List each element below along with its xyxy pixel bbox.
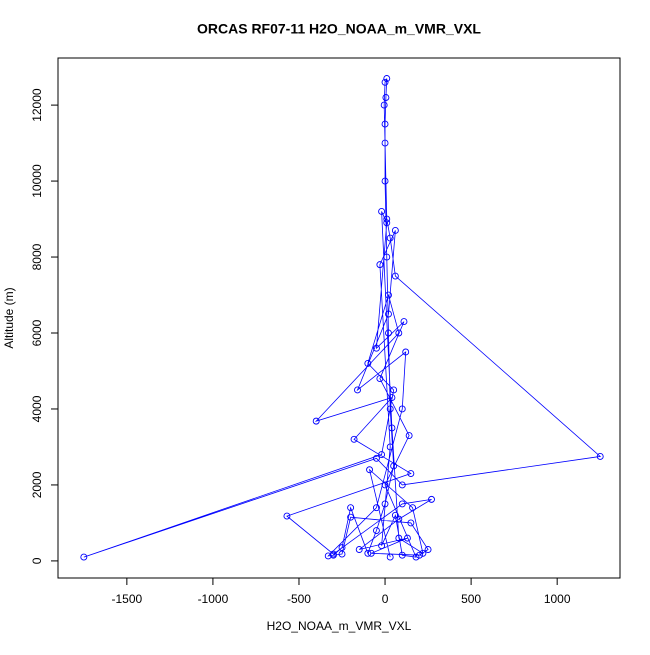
data-point (395, 329, 403, 337)
data-point (347, 504, 355, 512)
data-point (381, 139, 389, 147)
data-point (385, 310, 392, 318)
data-point (386, 553, 394, 561)
data-point (347, 513, 355, 521)
y-tick-label: 12000 (30, 88, 44, 122)
data-point (380, 101, 388, 109)
y-tick-label: 8000 (30, 243, 44, 270)
x-tick-label: 500 (461, 592, 481, 606)
data-point (416, 551, 423, 559)
x-tick-label: -1000 (198, 592, 229, 606)
data-point (388, 394, 396, 402)
data-point (364, 549, 372, 557)
data-point (391, 511, 399, 519)
data-point (428, 495, 435, 503)
data-point (338, 544, 346, 552)
data-point (398, 500, 406, 508)
data-point (376, 375, 384, 383)
data-point (424, 546, 432, 553)
data-point (312, 417, 320, 425)
x-tick-label: 1000 (544, 592, 571, 606)
x-tick-label: -1500 (111, 592, 142, 606)
data-point (378, 208, 386, 215)
x-tick-label: -500 (287, 592, 311, 606)
y-tick-label: 6000 (30, 319, 44, 346)
data-point (402, 348, 410, 356)
data-point (395, 515, 403, 523)
data-point (376, 261, 384, 269)
data-point (391, 226, 399, 234)
chart-title: ORCAS RF07-11 H2O_NOAA_m_VMR_VXL (197, 21, 481, 37)
data-point (378, 451, 386, 459)
y-tick-label: 0 (30, 557, 44, 564)
x-axis-label: H2O_NOAA_m_VMR_VXL (267, 619, 412, 633)
data-point (398, 551, 406, 559)
data-point (372, 454, 380, 462)
data-point (355, 546, 363, 553)
y-tick-label: 10000 (30, 164, 44, 198)
data-point (395, 534, 403, 542)
data-point (372, 527, 380, 534)
data-point (419, 549, 427, 557)
data-point (383, 253, 391, 261)
data-point (391, 272, 399, 280)
data-point (381, 78, 389, 86)
data-point (385, 329, 392, 337)
data-point (398, 405, 406, 413)
data-point (372, 504, 380, 512)
data-point (398, 481, 406, 489)
data-point (354, 386, 361, 394)
data-point (378, 542, 386, 550)
data-point (381, 120, 389, 128)
data-point (381, 481, 389, 489)
data-point (390, 462, 398, 470)
data-point (283, 512, 291, 520)
y-tick-label: 2000 (30, 471, 44, 498)
data-point (338, 550, 346, 558)
data-point (382, 94, 390, 101)
data-point (383, 215, 391, 223)
data-point (390, 386, 398, 394)
data-point (324, 552, 332, 560)
data-point (412, 553, 420, 561)
data-point (400, 318, 408, 326)
data-point (386, 405, 394, 413)
data-point (366, 466, 374, 474)
data-point (409, 504, 417, 512)
data-point (372, 344, 380, 352)
x-tick-label: 0 (382, 592, 389, 606)
y-tick-label: 4000 (30, 395, 44, 422)
data-point (367, 549, 375, 557)
data-point (80, 553, 88, 561)
data-point (381, 500, 389, 508)
data-point (386, 443, 394, 451)
data-point (383, 219, 391, 227)
data-point (407, 470, 415, 477)
data-point (388, 424, 396, 432)
data-point (407, 519, 415, 527)
y-axis-label: Altitude (m) (2, 287, 16, 348)
data-point (596, 453, 604, 460)
data-point (386, 234, 394, 242)
data-point (383, 75, 391, 82)
data-point (403, 534, 411, 542)
data-point (405, 432, 413, 440)
data-line (83, 78, 602, 558)
data-point (385, 291, 392, 299)
data-point (364, 359, 372, 367)
data-point (350, 435, 358, 443)
data-point (381, 177, 389, 185)
